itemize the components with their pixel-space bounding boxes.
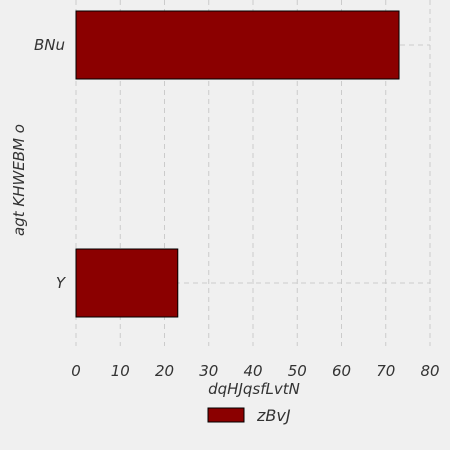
x-tick-label: 60 — [332, 362, 351, 380]
y-axis-label: agt KHWEBM o — [10, 124, 28, 236]
legend-label-zbvj: zBvJ — [256, 406, 291, 425]
x-axis-label: dqHJqsfLvtN — [208, 380, 300, 398]
legend-swatch — [208, 408, 244, 422]
x-tick-label: 70 — [376, 362, 395, 380]
x-tick-label: 10 — [111, 362, 130, 380]
x-tick-label: 80 — [420, 362, 439, 380]
x-tick-label: 50 — [288, 362, 307, 380]
x-tick-label: 20 — [155, 362, 174, 380]
x-tick-label: 40 — [243, 362, 262, 380]
x-tick-labels: 0 10 20 30 40 50 60 70 80 — [71, 362, 439, 380]
x-tick-label: 0 — [71, 362, 81, 380]
bar-bnu — [76, 11, 399, 79]
x-tick-label: 30 — [199, 362, 218, 380]
bar-y — [76, 249, 178, 317]
y-tick-label-bnu: BNu — [34, 36, 65, 54]
